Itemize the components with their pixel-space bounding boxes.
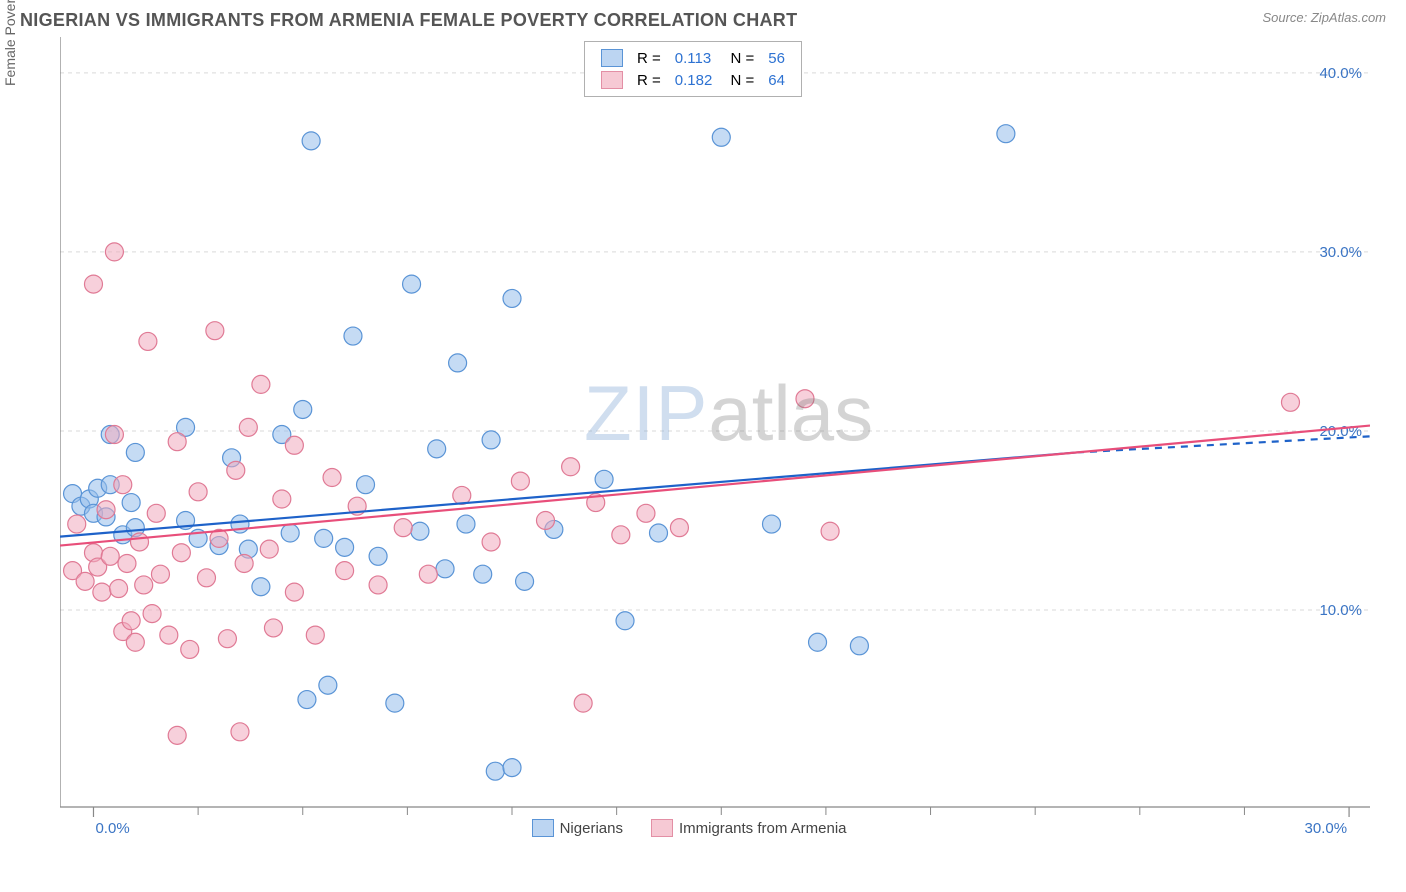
correlation-legend: R =0.113 N =56R =0.182 N =64	[584, 41, 802, 97]
svg-text:30.0%: 30.0%	[1319, 244, 1362, 261]
plot-area: 0.0%30.0%10.0%20.0%30.0%40.0% ZIPatlas R…	[60, 37, 1370, 852]
legend-item: Immigrants from Armenia	[651, 819, 847, 837]
svg-text:10.0%: 10.0%	[1319, 602, 1362, 619]
svg-text:0.0%: 0.0%	[95, 820, 129, 837]
y-axis-label: Female Poverty	[2, 0, 18, 86]
chart-title: NIGERIAN VS IMMIGRANTS FROM ARMENIA FEMA…	[20, 10, 797, 31]
scatter-plot-svg: 0.0%30.0%10.0%20.0%30.0%40.0%	[60, 37, 1370, 847]
source-label: Source: ZipAtlas.com	[1262, 10, 1386, 25]
legend-item: Nigerians	[532, 819, 623, 837]
svg-text:30.0%: 30.0%	[1305, 820, 1348, 837]
svg-text:40.0%: 40.0%	[1319, 65, 1362, 82]
series-legend: Nigerians Immigrants from Armenia	[532, 819, 847, 837]
